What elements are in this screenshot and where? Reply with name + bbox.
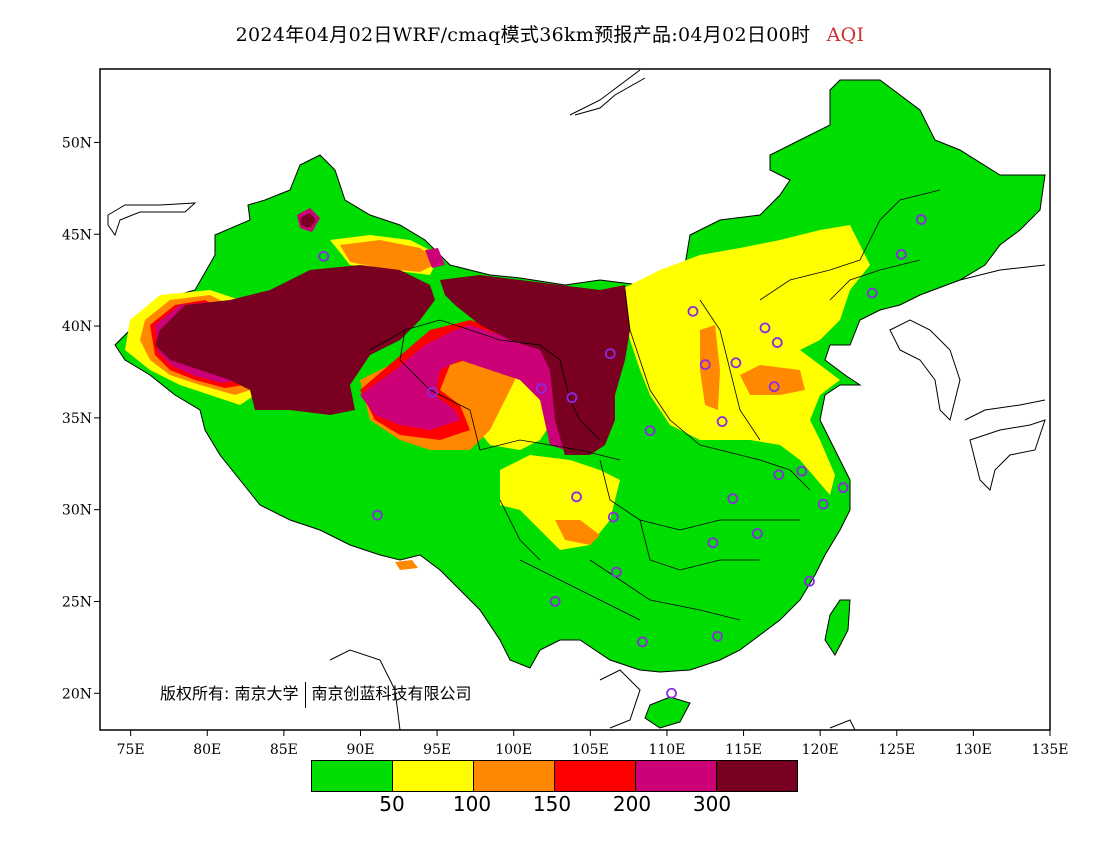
station-marker [712, 630, 723, 642]
copyright-org2: 南京创蓝科技有限公司 [311, 684, 472, 703]
station-marker [637, 636, 648, 648]
aqi-zone-maroon-alxa [440, 275, 630, 455]
colorbar-labels: 50 100 150 200 300 [311, 792, 793, 822]
colorbar-label: 150 [532, 792, 572, 816]
colorbar-label: 50 [379, 792, 405, 816]
colorbar-label: 100 [452, 792, 492, 816]
station-marker [837, 482, 849, 494]
station-marker [318, 250, 330, 262]
lon-tick-label: 110E [648, 742, 685, 758]
station-marker [866, 287, 878, 299]
copyright-org1: 南京大学 [234, 684, 299, 703]
lat-tick-label: 40N [62, 319, 92, 335]
station-marker [771, 337, 783, 348]
lon-tick-label: 90E [346, 742, 374, 758]
longitude-axis: 75E 80E 85E 90E 95E 100E 105E 110E 115E 120E 125E 1… [117, 730, 1069, 758]
station-marker [716, 416, 728, 427]
station-marker [759, 322, 771, 334]
copyright-notice: 版权所有: 南京大学 南京创蓝科技有限公司 [160, 680, 472, 708]
taiwan-island [824, 599, 851, 656]
map-title: 2024年04月02日WRF/cmaq模式36km预报产品:04月02日00时 … [0, 20, 1100, 47]
aqi-zone-orange-hebei [740, 365, 805, 395]
map-content [100, 69, 1050, 730]
station-marker [895, 249, 907, 260]
neighbor-coastlines [107, 69, 1046, 730]
aqi-zone-yellow-north [620, 225, 870, 495]
title-main: 2024年04月02日WRF/cmaq模式36km预报产品:04月02日00时 [235, 24, 811, 46]
lon-tick-label: 95E [423, 742, 451, 758]
station-marker [604, 348, 616, 359]
station-marker [571, 491, 582, 503]
station-marker [699, 359, 711, 371]
lat-tick-label: 35N [62, 411, 92, 427]
station-marker [796, 465, 808, 477]
station-markers [318, 214, 927, 699]
lon-tick-label: 130E [955, 742, 992, 758]
lon-tick-label: 80E [193, 742, 221, 758]
copyright-separator [304, 681, 306, 708]
aqi-zone-magenta [360, 325, 570, 450]
colorbar-segment [312, 761, 393, 791]
colorbar-segment [717, 761, 797, 791]
latitude-axis: 20N 25N 30N 35N 40N 45N 50N [62, 135, 100, 702]
copyright-prefix: 版权所有: [160, 684, 230, 703]
aqi-zone-maroon-taklamakan [155, 265, 435, 415]
colorbar-segment [555, 761, 636, 791]
aqi-zone-maroon-spot [300, 213, 316, 228]
station-marker [768, 381, 780, 393]
colorbar-label: 300 [692, 792, 732, 816]
lon-tick-label: 115E [725, 742, 762, 758]
station-marker [535, 383, 547, 394]
lat-tick-label: 25N [62, 594, 92, 610]
station-marker [751, 528, 763, 539]
aqi-zone-yellow-southwest [500, 455, 620, 550]
aqi-colorbar [311, 760, 798, 792]
station-marker [371, 509, 383, 521]
colorbar-segment [474, 761, 555, 791]
station-marker [804, 575, 815, 587]
lat-tick-label: 45N [62, 227, 92, 243]
station-marker [644, 425, 656, 437]
station-marker [687, 305, 699, 317]
lon-tick-label: 100E [495, 742, 532, 758]
lat-tick-label: 30N [62, 503, 92, 519]
station-marker [915, 214, 927, 225]
lon-tick-label: 120E [802, 742, 839, 758]
aqi-zone-orange-shanxi [700, 325, 720, 410]
lon-tick-label: 85E [270, 742, 298, 758]
lon-tick-label: 75E [117, 742, 145, 758]
station-marker [607, 511, 619, 523]
province-borders [369, 189, 941, 621]
aqi-zone-magenta-spot-2 [425, 248, 445, 268]
lat-tick-label: 20N [62, 686, 92, 702]
station-marker [549, 596, 561, 607]
station-marker [566, 392, 578, 404]
station-marker [707, 537, 719, 549]
title-variable: AQI [826, 24, 865, 46]
aqi-zone-orange-tibet-south [395, 560, 418, 570]
station-marker [773, 469, 785, 481]
station-marker [666, 687, 677, 699]
station-marker [727, 493, 739, 505]
colorbar-label: 200 [612, 792, 652, 816]
station-marker [817, 498, 829, 510]
station-marker [610, 566, 622, 578]
station-marker [427, 386, 438, 398]
colorbar-segment [393, 761, 474, 791]
map-frame [99, 68, 1051, 731]
lon-tick-label: 125E [878, 742, 915, 758]
lon-tick-label: 105E [572, 742, 609, 758]
colorbar-segment [636, 761, 717, 791]
lon-tick-label: 135E [1032, 742, 1069, 758]
lat-tick-label: 50N [62, 135, 92, 151]
aqi-zone-orange-xinjiang-north [340, 240, 440, 272]
station-marker [730, 357, 742, 369]
aqi-zone-orange-sichuan [555, 520, 600, 545]
